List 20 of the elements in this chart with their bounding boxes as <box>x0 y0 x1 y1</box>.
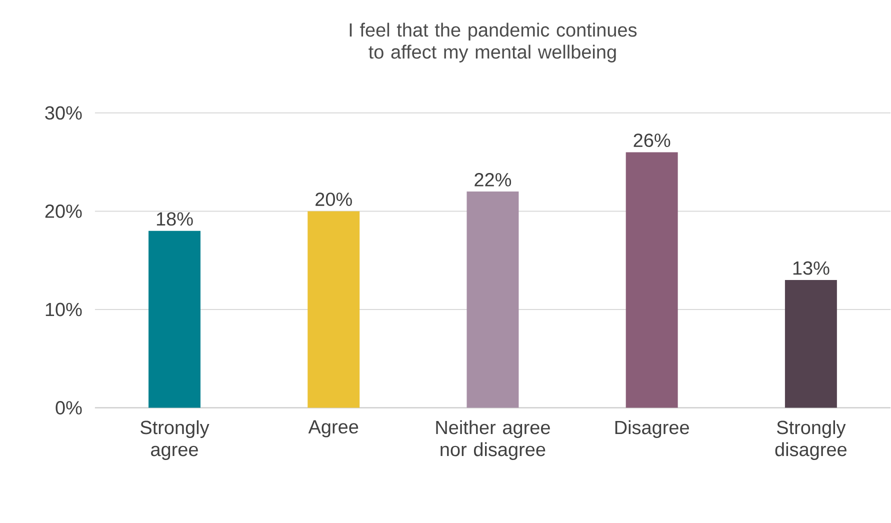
data-label: 13% <box>793 262 830 275</box>
bar <box>308 211 360 408</box>
data-label: 18% <box>156 212 193 226</box>
y-tick-label: 10% <box>46 302 82 316</box>
bar <box>784 280 837 408</box>
x-tick-label: Strongly agree <box>140 420 210 460</box>
chart-title: I feel that the pandemic continues to affect my mental wellbeing <box>350 22 637 63</box>
bar <box>466 192 519 408</box>
y-tick-label: 20% <box>45 204 82 218</box>
data-label: 22% <box>474 173 512 186</box>
data-label: 20% <box>316 192 352 206</box>
x-tick-label: Agree <box>308 420 358 438</box>
x-tick-label: Strongly disagree <box>775 420 847 460</box>
data-label: 26% <box>634 134 670 148</box>
y-tick-label: 30% <box>45 106 82 120</box>
x-tick-label: Neither agree nor disagree <box>436 420 550 460</box>
bar <box>626 152 678 408</box>
bar <box>148 231 200 408</box>
x-tick-label: Disagree <box>615 420 689 438</box>
y-tick-label: 0% <box>56 401 82 415</box>
